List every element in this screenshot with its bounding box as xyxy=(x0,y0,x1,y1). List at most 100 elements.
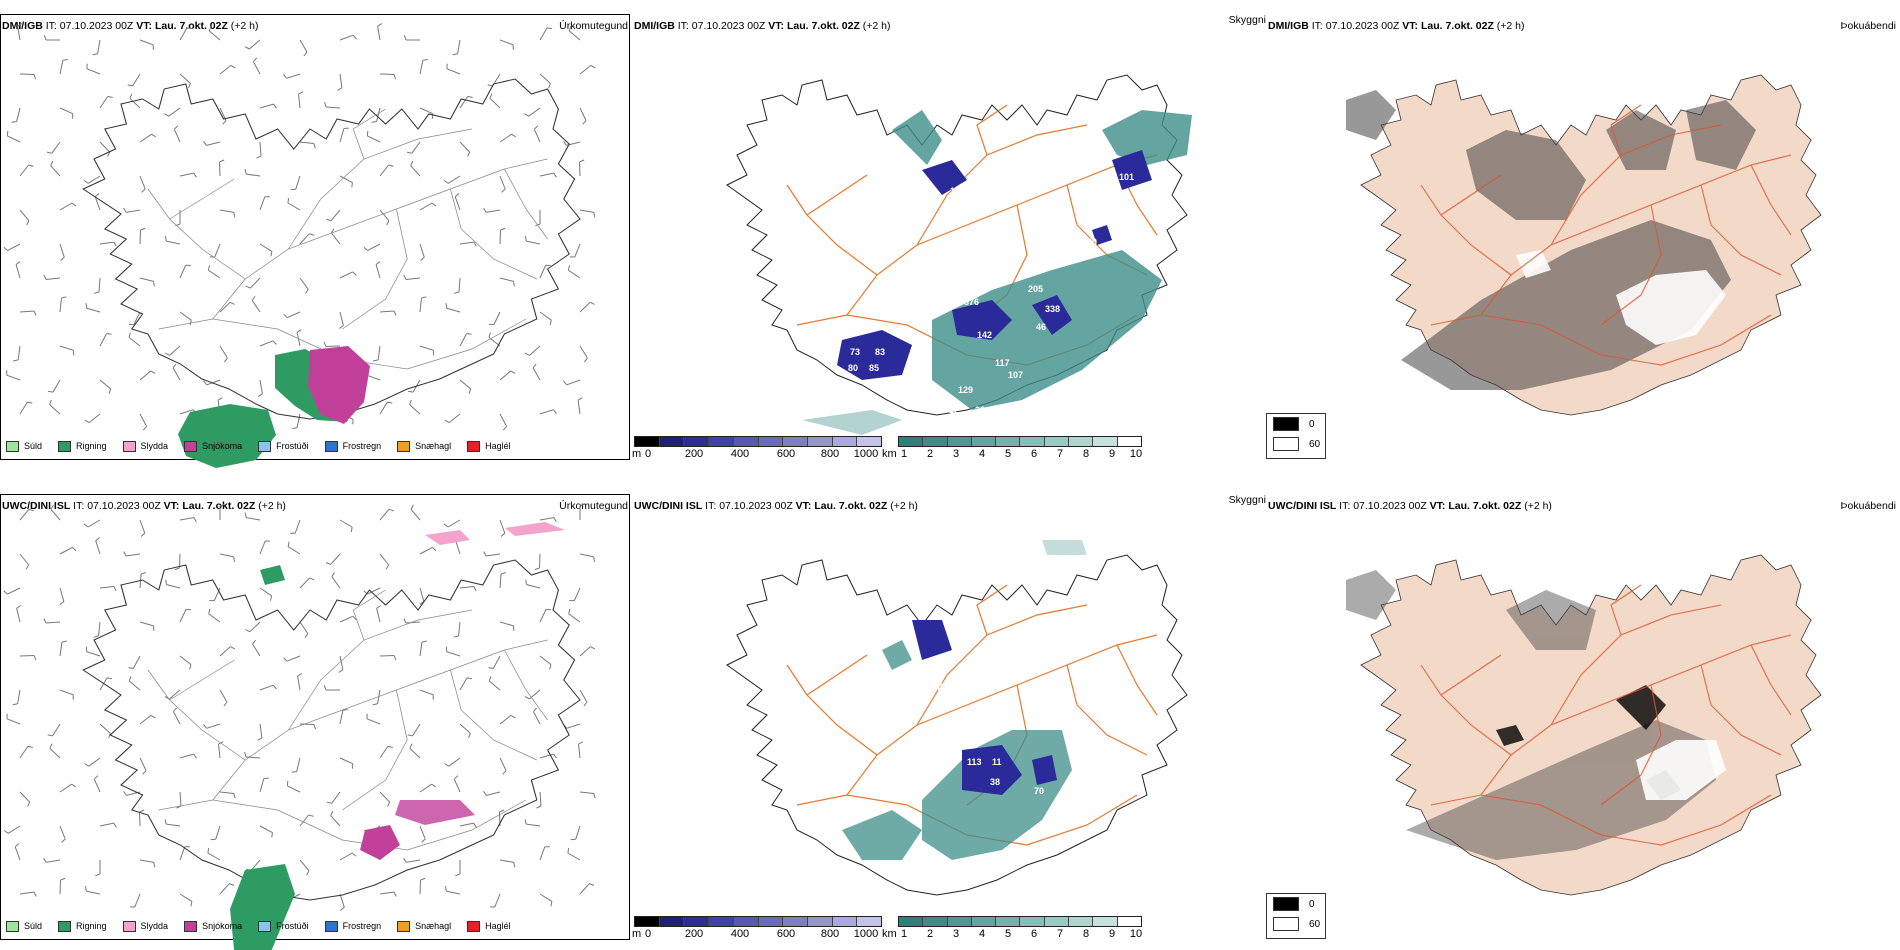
wind-barb-feather xyxy=(388,508,394,512)
wind-barb-feather xyxy=(513,862,516,868)
wind-barb-feather xyxy=(164,819,167,825)
wind-barb xyxy=(99,333,108,347)
wind-barb-feather xyxy=(590,64,596,69)
wind-barb xyxy=(406,859,421,863)
wind-barb xyxy=(532,711,541,725)
wind-barb-feather xyxy=(61,296,67,299)
wind-barb xyxy=(298,94,301,109)
wind-barb xyxy=(419,298,422,313)
ceiling-label: 139 xyxy=(925,868,940,878)
wind-barb xyxy=(526,584,541,589)
wind-barb xyxy=(259,778,265,793)
wind-barb-feather xyxy=(577,397,583,401)
legend-swatch xyxy=(467,920,481,932)
wind-barb-feather xyxy=(13,359,19,362)
wind-barb-feather xyxy=(174,567,180,571)
wind-barb xyxy=(215,825,221,840)
wind-barb-feather xyxy=(245,629,251,633)
wind-barb-feather xyxy=(59,601,65,605)
wind-barb-feather xyxy=(50,504,54,510)
wind-barb xyxy=(539,655,552,665)
tick-label: 0 xyxy=(644,928,652,940)
wind-barb-feather xyxy=(563,380,568,386)
wind-barb-feather xyxy=(308,814,314,817)
wind-barb xyxy=(59,783,72,793)
tick-label: 3 xyxy=(952,448,960,460)
wind-barb xyxy=(299,814,309,827)
ceiling-label: 107 xyxy=(1008,370,1023,380)
wind-barb-feather xyxy=(60,877,66,881)
wind-barb xyxy=(128,337,141,347)
wind-barb-feather xyxy=(326,801,332,804)
wind-barb-feather xyxy=(567,848,570,854)
fog-shading xyxy=(1346,90,1756,390)
wind-barb xyxy=(568,269,581,279)
ceiling-label: 129 xyxy=(958,385,973,395)
wind-barb xyxy=(259,684,274,691)
wind-barb xyxy=(94,196,101,211)
legend-swatch xyxy=(467,440,481,452)
fog-clear-areas xyxy=(1636,740,1726,800)
wind-barb xyxy=(299,233,310,245)
ceiling-label: 80 xyxy=(848,363,858,373)
wind-barb-feather xyxy=(323,341,327,347)
wind-barb xyxy=(458,621,461,636)
wind-barb-feather xyxy=(189,320,192,326)
wind-barb-feather xyxy=(444,419,450,424)
wind-barb-feather xyxy=(244,752,247,758)
wind-barb-feather xyxy=(454,193,460,198)
tick-label: 200 xyxy=(684,448,704,460)
wind-barb-feather xyxy=(93,775,99,780)
wind-barb xyxy=(134,893,141,908)
legend-swatch xyxy=(397,920,411,932)
legend-item: Slydda xyxy=(122,920,168,932)
visibility-areas xyxy=(842,540,1087,860)
wind-barb-feather xyxy=(444,763,449,767)
wind-barb xyxy=(499,229,501,245)
wind-barb xyxy=(375,264,381,279)
wind-barb xyxy=(59,879,61,895)
wind-barb xyxy=(573,587,581,602)
wind-barb-feather xyxy=(128,332,131,338)
wind-barb-feather xyxy=(46,151,52,154)
wind-barb-feather xyxy=(222,120,227,125)
precip-legend: Súld Rigning Slydda Snjókoma Frostúði Fr… xyxy=(6,438,527,454)
wind-barb xyxy=(139,519,146,534)
wind-barb-feather xyxy=(173,707,178,712)
wind-barb-feather xyxy=(553,753,557,759)
ceiling-colorbar-cells xyxy=(634,916,882,927)
wind-barb-feather xyxy=(432,547,437,552)
wind-barb-feather xyxy=(94,291,100,294)
panel-fog-uwc: UWC/DINI ISL IT: 07.10.2023 00Z VT: Lau.… xyxy=(1266,480,1900,950)
wind-barb-feather xyxy=(244,46,250,50)
wind-barb xyxy=(179,609,187,623)
wind-barb-feather xyxy=(550,901,553,907)
wind-barb-feather xyxy=(468,388,472,394)
wind-barb-feather xyxy=(408,390,414,393)
wind-barb-feather xyxy=(536,805,542,809)
iceland-outline xyxy=(82,559,581,901)
wind-barb xyxy=(45,621,61,624)
wind-barb xyxy=(169,345,181,356)
wind-barb-feather xyxy=(584,357,588,363)
wind-barb-feather xyxy=(421,838,426,843)
wind-barb-feather xyxy=(500,572,506,575)
wind-barb-feather xyxy=(513,281,515,287)
wind-barb xyxy=(379,746,389,759)
wind-barb xyxy=(339,73,343,88)
wind-barb xyxy=(173,128,181,143)
wind-barb xyxy=(377,689,381,704)
wind-barb xyxy=(19,401,28,415)
wind-barb xyxy=(566,379,581,386)
wind-barb xyxy=(419,243,425,258)
wind-barb xyxy=(46,859,61,863)
panel-title: Skyggni xyxy=(1228,14,1266,26)
tick-label: 5 xyxy=(1004,448,1012,460)
wind-barb xyxy=(99,586,114,589)
wind-barb xyxy=(179,517,194,521)
wind-barb xyxy=(299,621,309,634)
legend-swatch xyxy=(184,920,198,932)
wind-barb xyxy=(299,39,308,53)
wind-barb-feather xyxy=(283,657,288,662)
wind-barb xyxy=(168,689,181,700)
